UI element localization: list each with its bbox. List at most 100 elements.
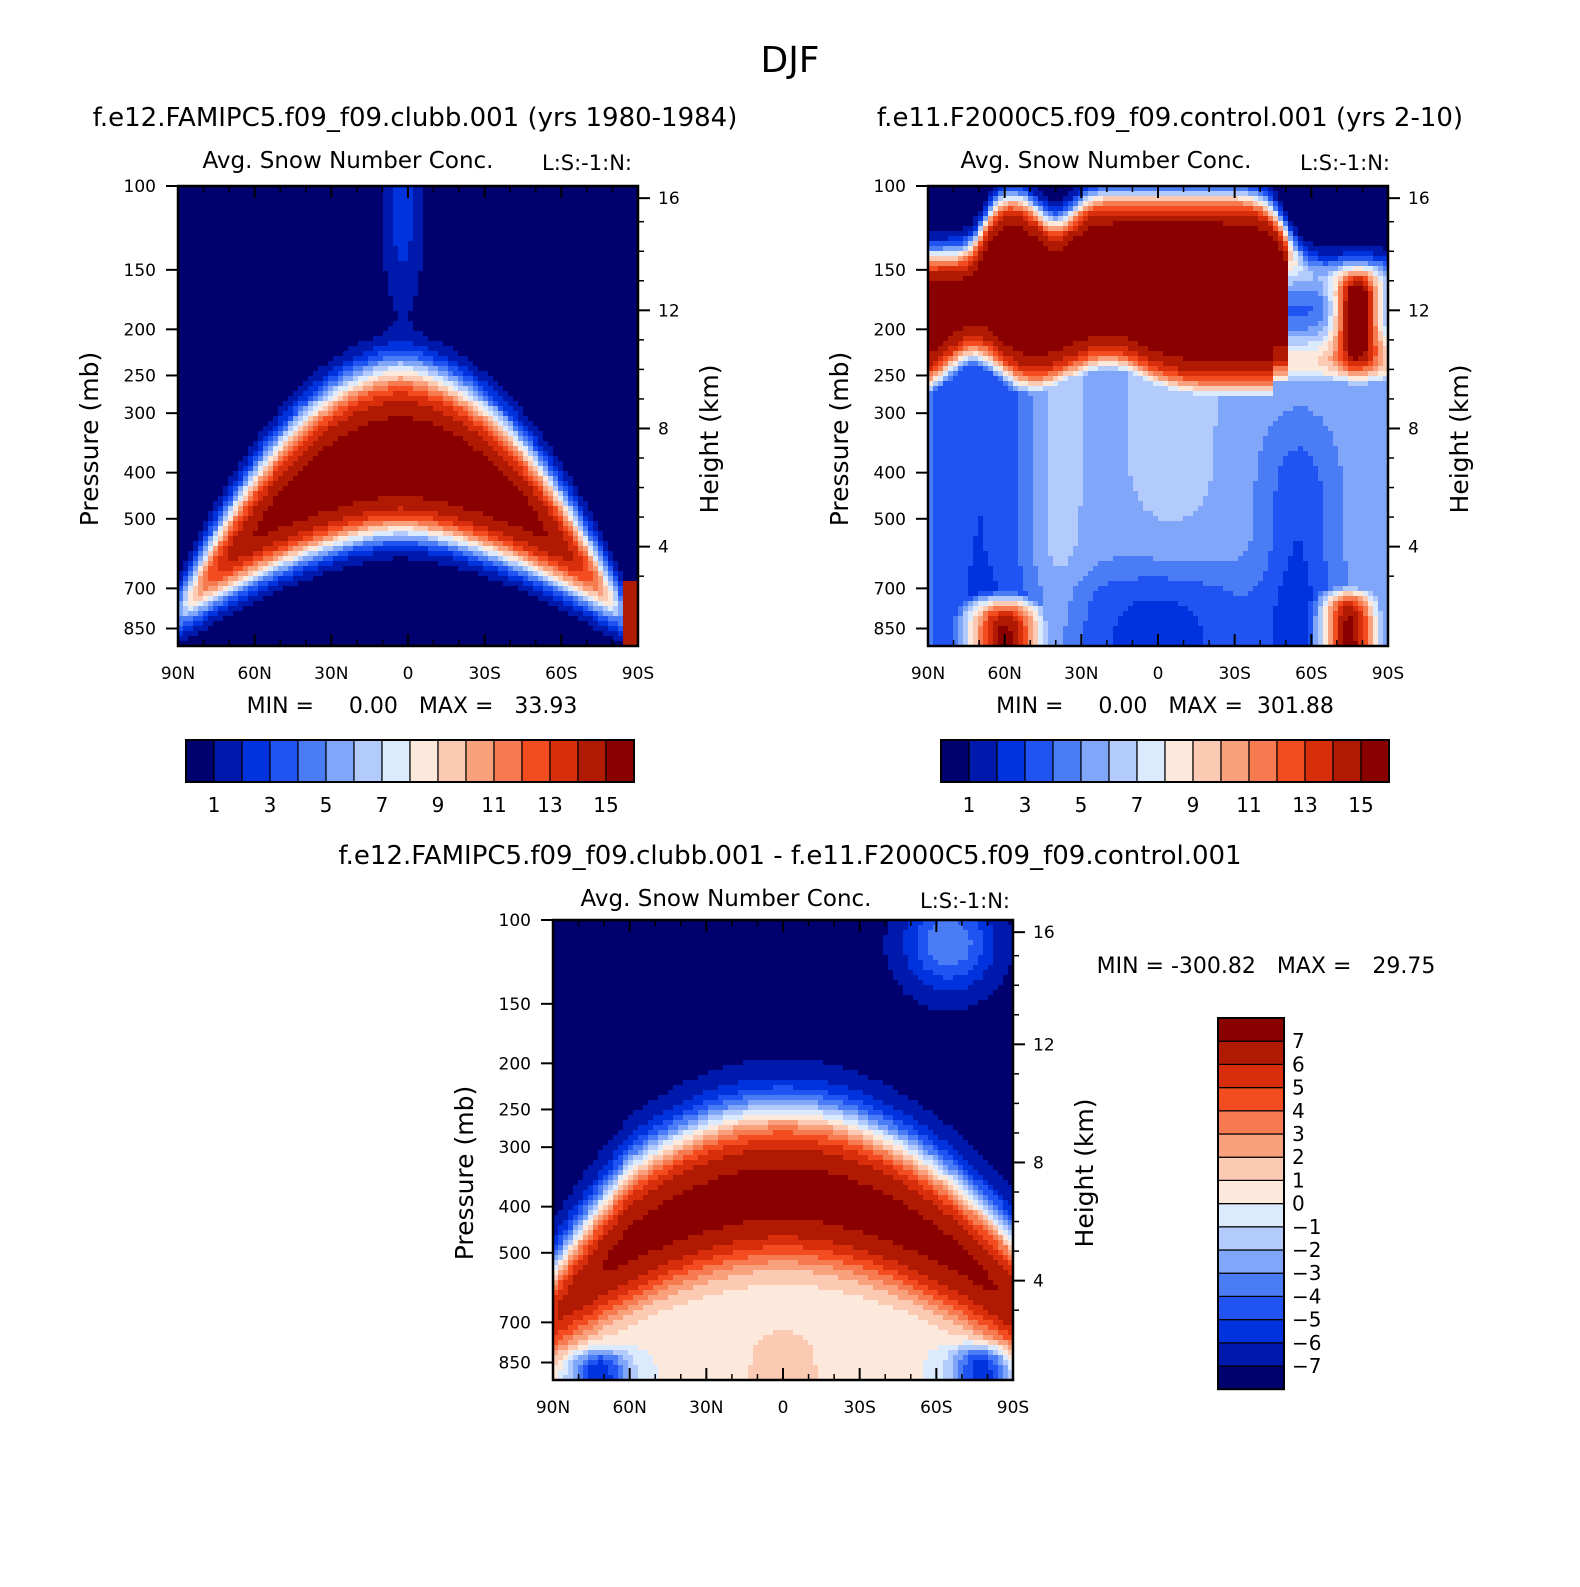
- contour-cell: [248, 231, 254, 237]
- contour-cell: [363, 231, 369, 237]
- contour-cell: [483, 231, 489, 237]
- contour-cell: [628, 196, 634, 202]
- contour-cell: [573, 211, 579, 217]
- contour-cell: [468, 221, 474, 227]
- contour-cell: [278, 196, 284, 202]
- contour-cell: [518, 211, 524, 217]
- contour-cell: [303, 241, 309, 247]
- contour-cell: [348, 231, 354, 237]
- contour-cell: [623, 246, 629, 252]
- contour-cell: [218, 251, 224, 257]
- contour-cell: [333, 231, 339, 237]
- contour-cell: [283, 246, 289, 252]
- contour-cell: [583, 206, 589, 212]
- contour-cell: [488, 236, 494, 242]
- contour-cell: [328, 226, 334, 232]
- contour-cell: [483, 211, 489, 217]
- contour-cell: [433, 216, 439, 222]
- contour-cell: [293, 191, 299, 197]
- contour-cell: [403, 246, 409, 252]
- contour-cell: [543, 236, 549, 242]
- contour-cell: [363, 216, 369, 222]
- contour-cell: [323, 196, 329, 202]
- contour-cell: [563, 196, 569, 202]
- contour-cell: [198, 241, 204, 247]
- contour-cell: [438, 226, 444, 232]
- contour-cell: [613, 236, 619, 242]
- contour-cell: [528, 206, 534, 212]
- contour-cell: [493, 196, 499, 202]
- contour-cell: [533, 206, 539, 212]
- contour-cell: [578, 201, 584, 207]
- contour-cell: [253, 241, 259, 247]
- contour-cell: [433, 241, 439, 247]
- contour-cell: [253, 236, 259, 242]
- contour-cell: [408, 226, 414, 232]
- contour-cell: [553, 221, 559, 227]
- contour-cell: [448, 216, 454, 222]
- contour-cell: [623, 231, 629, 237]
- contour-cell: [398, 236, 404, 242]
- contour-cell: [243, 246, 249, 252]
- contour-cell: [363, 196, 369, 202]
- contour-cell: [318, 236, 324, 242]
- contour-cell: [338, 211, 344, 217]
- contour-cell: [448, 211, 454, 217]
- contour-cell: [553, 201, 559, 207]
- contour-cell: [503, 211, 509, 217]
- contour-cell: [238, 241, 244, 247]
- contour-cell: [298, 221, 304, 227]
- contour-cell: [508, 221, 514, 227]
- contour-cell: [433, 246, 439, 252]
- contour-cell: [233, 216, 239, 222]
- contour-cell: [283, 226, 289, 232]
- contour-cell: [283, 221, 289, 227]
- contour-cell: [623, 216, 629, 222]
- contour-cell: [303, 196, 309, 202]
- contour-cell: [623, 206, 629, 212]
- contour-cell: [513, 201, 519, 207]
- contour-cell: [368, 221, 374, 227]
- contour-cell: [288, 241, 294, 247]
- contour-cell: [288, 236, 294, 242]
- contour-cell: [473, 196, 479, 202]
- contour-cell: [348, 206, 354, 212]
- contour-cell: [613, 206, 619, 212]
- contour-cell: [408, 246, 414, 252]
- contour-cell: [278, 226, 284, 232]
- contour-cell: [223, 236, 229, 242]
- contour-cell: [618, 226, 624, 232]
- contour-cell: [303, 206, 309, 212]
- contour-cell: [223, 231, 229, 237]
- contour-cell: [623, 236, 629, 242]
- contour-cell: [413, 191, 419, 197]
- contour-cell: [358, 246, 364, 252]
- contour-cell: [583, 221, 589, 227]
- contour-cell: [343, 196, 349, 202]
- contour-cell: [548, 206, 554, 212]
- contour-cell: [433, 231, 439, 237]
- contour-cell: [213, 226, 219, 232]
- contour-cell: [313, 206, 319, 212]
- contour-cell: [228, 201, 234, 207]
- contour-cell: [513, 241, 519, 247]
- contour-cell: [403, 201, 409, 207]
- contour-cell: [428, 216, 434, 222]
- contour-cell: [428, 236, 434, 242]
- contour-cell: [358, 226, 364, 232]
- contour-cell: [208, 231, 214, 237]
- contour-cell: [458, 206, 464, 212]
- contour-cell: [353, 221, 359, 227]
- contour-cell: [578, 216, 584, 222]
- contour-cell: [513, 196, 519, 202]
- contour-cell: [608, 226, 614, 232]
- contour-cell: [568, 236, 574, 242]
- contour-cell: [363, 221, 369, 227]
- contour-cell: [468, 211, 474, 217]
- contour-cell: [378, 236, 384, 242]
- contour-cell: [498, 201, 504, 207]
- contour-cell: [363, 191, 369, 197]
- contour-cell: [483, 236, 489, 242]
- contour-cell: [278, 236, 284, 242]
- contour-cell: [603, 206, 609, 212]
